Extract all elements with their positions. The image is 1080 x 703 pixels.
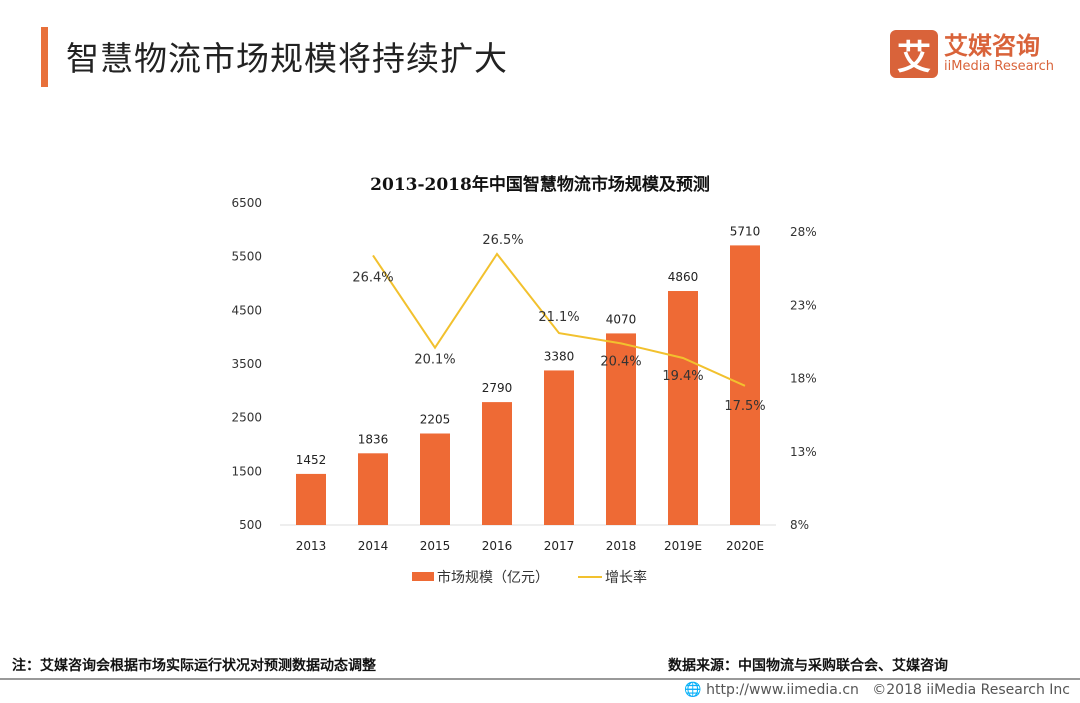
globe-icon: 🌐 <box>684 682 702 698</box>
right-tick-label: 28% <box>790 225 817 239</box>
line-data-label: 26.4% <box>352 270 393 285</box>
copyright: ©2018 iiMedia Research Inc <box>872 682 1070 698</box>
bar-data-label: 4860 <box>668 270 699 284</box>
logo: 艾 艾媒咨询 iiMedia Research <box>890 30 1054 78</box>
right-tick-label: 8% <box>790 518 809 532</box>
left-tick-label: 1500 <box>231 464 262 478</box>
bar <box>358 453 388 525</box>
title-accent-bar <box>41 27 48 87</box>
x-tick-label: 2016 <box>482 539 513 553</box>
line-data-label: 20.1% <box>414 353 455 368</box>
bar-data-label: 3380 <box>544 349 575 363</box>
footnote: 注：艾媒咨询会根据市场实际运行状况对预测数据动态调整 <box>12 658 376 674</box>
x-tick-label: 2013 <box>296 539 327 553</box>
x-tick-label: 2017 <box>544 539 575 553</box>
line-data-label: 21.1% <box>538 310 579 325</box>
bar-data-label: 1452 <box>296 453 327 467</box>
line-data-label: 20.4% <box>600 354 641 369</box>
logo-cn: 艾媒咨询 <box>944 32 1040 60</box>
bar <box>296 473 326 525</box>
x-tick-label: 2020E <box>726 539 764 553</box>
line-data-label: 17.5% <box>724 399 765 414</box>
left-tick-label: 5500 <box>231 250 262 264</box>
bar-data-label: 1836 <box>358 432 389 446</box>
bar <box>420 433 450 525</box>
x-tick-label: 2014 <box>358 539 389 553</box>
bar <box>606 333 636 525</box>
right-tick-label: 13% <box>790 445 817 459</box>
page-title: 智慧物流市场规模将持续扩大 <box>66 39 508 78</box>
right-tick-label: 23% <box>790 298 817 312</box>
chart-title: 2013-2018年中国智慧物流市场规模及预测 <box>370 174 710 195</box>
bar-data-label: 5710 <box>730 224 761 238</box>
x-tick-label: 2019E <box>664 539 702 553</box>
data-source: 数据来源：中国物流与采购联合会、艾媒咨询 <box>668 658 948 674</box>
legend-bar-label: 市场规模（亿元） <box>437 569 549 586</box>
left-tick-label: 4500 <box>231 303 262 317</box>
bar-data-label: 2205 <box>420 412 451 426</box>
logo-en: iiMedia Research <box>944 59 1055 74</box>
bar <box>482 402 512 525</box>
bar-data-label: 4070 <box>606 312 637 326</box>
legend-line-label: 增长率 <box>605 569 647 586</box>
right-tick-label: 18% <box>790 372 817 386</box>
line-data-label: 19.4% <box>662 369 703 384</box>
left-tick-label: 500 <box>239 518 262 532</box>
divider <box>0 678 1080 680</box>
footer: 🌐 http://www.iimedia.cn ©2018 iiMedia Re… <box>684 682 1070 698</box>
website-link[interactable]: http://www.iimedia.cn <box>706 682 859 698</box>
bar <box>544 370 574 525</box>
bar <box>668 291 698 525</box>
line-data-label: 26.5% <box>482 233 523 248</box>
growth-line <box>372 252 746 387</box>
left-tick-label: 6500 <box>231 196 262 210</box>
legend-bar-swatch <box>412 572 434 581</box>
left-tick-label: 3500 <box>231 357 262 371</box>
bar-data-label: 2790 <box>482 381 513 395</box>
logo-mark: 艾 <box>890 30 938 78</box>
x-tick-label: 2018 <box>606 539 637 553</box>
left-tick-label: 2500 <box>231 411 262 425</box>
x-tick-label: 2015 <box>420 539 451 553</box>
